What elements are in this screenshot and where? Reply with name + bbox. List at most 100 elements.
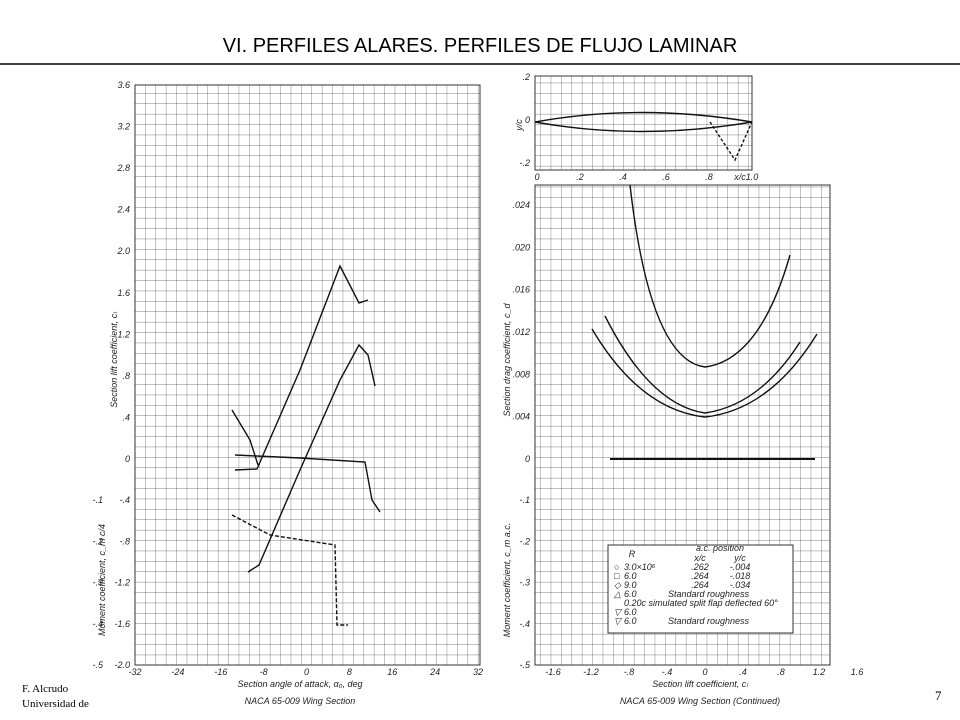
y-tick-label: -.1 [92, 495, 103, 505]
y-tick-label: -.5 [519, 660, 530, 670]
y-tick-label: 2.0 [116, 246, 130, 256]
y-tick-label: -.2 [92, 536, 103, 546]
x-axis-label: Section angle of attack, α₀, deg [237, 679, 362, 689]
legend-marker: ▽ [614, 607, 623, 617]
x-tick-label: -1.2 [583, 667, 599, 677]
flap-moment-curve [231, 514, 348, 626]
y-tick-label: .4 [122, 412, 130, 422]
x-tick-label: 1.2 [813, 667, 826, 677]
y-axis-label: Section lift coefficient, cₗ [109, 311, 119, 408]
y-tick-label: -.4 [119, 495, 130, 505]
y-tick-label: .008 [512, 369, 530, 379]
x-tick-label: -8 [260, 667, 268, 677]
y-axis-label: Section drag coefficient, c_d [502, 302, 512, 416]
legend-text: 9.0 [624, 580, 637, 590]
x-tick-label: 0 [702, 667, 707, 677]
y-tick-label: .020 [512, 242, 530, 252]
x-tick-label: -32 [128, 667, 141, 677]
y-tick-label: -.3 [519, 578, 530, 588]
x-tick-label: -.8 [624, 667, 635, 677]
airfoil-x-tick: .2 [576, 172, 584, 182]
airfoil-x-tick: .8 [705, 172, 713, 182]
legend-marker: ○ [614, 562, 619, 572]
airfoil-x-tick: .6 [662, 172, 670, 182]
x-axis-label: Section lift coefficient, cₗ [652, 679, 749, 689]
slide-title: VI. PERFILES ALARES. PERFILES DE FLUJO L… [223, 35, 738, 57]
y-tick-label: .8 [122, 371, 130, 381]
legend-text: -.018 [730, 571, 751, 581]
airfoil-x-tick: .4 [619, 172, 627, 182]
airfoil-y-label: y/c [514, 119, 524, 132]
legend-text: .262 [691, 562, 709, 572]
legend-text: .264 [691, 571, 709, 581]
y-tick-label: 3.2 [117, 122, 130, 132]
x-tick-label: -1.6 [545, 667, 561, 677]
y-tick-label: .012 [512, 327, 530, 337]
lift-curve-low [231, 409, 259, 466]
y-tick-label: .004 [512, 412, 530, 422]
curves [231, 111, 818, 626]
legend-text: 6.0 [624, 571, 637, 581]
legend-text: 6.0 [624, 607, 637, 617]
airfoil-x-tick: 0 [534, 172, 539, 182]
y-tick-label: 1.6 [117, 288, 130, 298]
airfoil-y-tick: .2 [522, 72, 530, 82]
y-tick-label: -1.2 [114, 578, 130, 588]
drag-rough-curve [629, 184, 791, 368]
legend-header: R [629, 549, 636, 559]
y-tick-label: -.5 [92, 660, 103, 670]
y-tick-label: 3.6 [117, 80, 130, 90]
y-tick-label: -.1 [519, 495, 530, 505]
legend-text: 6.0 [624, 616, 637, 626]
caption: NACA 65-009 Wing Section [245, 696, 356, 706]
legend-text: -.034 [730, 580, 751, 590]
footer-author: F. Alcrudo [22, 683, 69, 695]
drag-curve [591, 328, 818, 418]
y-tick-label: -.2 [519, 536, 530, 546]
y-axis-label: Moment coefficient, c_m a.c. [502, 523, 512, 638]
y-tick-label: -.3 [92, 578, 103, 588]
y-tick-label: 2.8 [116, 163, 130, 173]
x-tick-label: 24 [429, 667, 440, 677]
y-tick-label: .024 [512, 200, 530, 210]
legend-text: 0.20c simulated split flap deflected 60° [624, 598, 778, 608]
legend-marker: ◇ [614, 580, 622, 590]
x-tick-label: 0 [304, 667, 309, 677]
y-tick-label: -2.0 [114, 660, 130, 670]
airfoil-x-tick: 1.0 [746, 172, 759, 182]
airfoil-y-tick: 0 [525, 115, 530, 125]
legend-marker: ▽ [614, 616, 623, 626]
legend-marker: △ [613, 589, 621, 599]
legend-marker: □ [614, 571, 620, 581]
drag-curve-2 [604, 315, 801, 414]
x-tick-label: -.4 [662, 667, 673, 677]
x-tick-label: 32 [473, 667, 483, 677]
legend-text: .264 [691, 580, 709, 590]
legend-header: y/c [733, 553, 746, 563]
y-tick-label: -1.6 [114, 619, 130, 629]
grid-left [134, 84, 481, 666]
x-tick-label: -24 [171, 667, 184, 677]
x-tick-label: -16 [214, 667, 227, 677]
x-tick-label: 1.6 [851, 667, 864, 677]
legend-text: Standard roughness [668, 589, 750, 599]
page-number: 7 [935, 688, 942, 703]
legend-text: 3.0×10⁶ [624, 562, 656, 572]
grid-airfoil [534, 75, 753, 171]
x-tick-label: .8 [777, 667, 785, 677]
airfoil-y-tick: -.2 [519, 158, 530, 168]
y-tick-label: 0 [125, 454, 130, 464]
y-tick-label: 0 [525, 454, 530, 464]
y-tick-label: 2.4 [116, 205, 130, 215]
y-tick-label: -.4 [519, 619, 530, 629]
airfoil-x-label: x/c [733, 172, 746, 182]
legend-text: Standard roughness [668, 616, 750, 626]
lift-curve [234, 264, 369, 471]
legend-box [607, 544, 794, 634]
caption: NACA 65-009 Wing Section (Continued) [620, 696, 780, 706]
legend-text: 6.0 [624, 589, 637, 599]
x-tick-label: 16 [387, 667, 397, 677]
legend-header: a.c. position [696, 543, 744, 553]
y-tick-label: -.8 [119, 536, 130, 546]
